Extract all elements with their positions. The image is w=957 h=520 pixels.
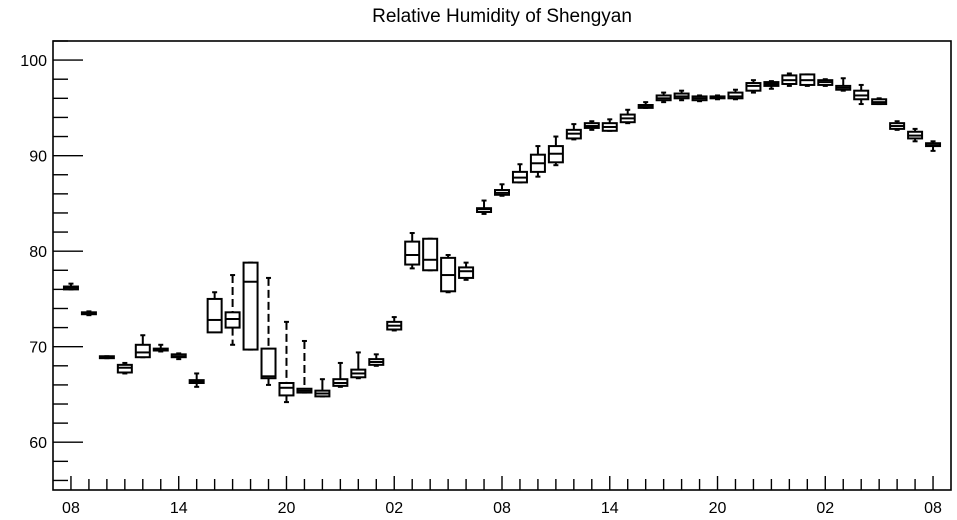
x-tick-label: 20 [278, 500, 296, 517]
x-tick-label: 14 [170, 500, 188, 517]
box-hour-30 [601, 118, 618, 132]
box-iqr [260, 347, 277, 380]
box-hour-26 [529, 145, 546, 178]
box-iqr [134, 343, 151, 359]
box-iqr [206, 297, 223, 334]
box-hour-11 [260, 276, 277, 386]
box-hour-47 [907, 127, 924, 143]
x-tick-label: 14 [601, 500, 619, 517]
box-hour-10 [242, 261, 259, 351]
y-axis: 60 70 80 90 100 [20, 40, 83, 482]
box-hour-22 [458, 261, 475, 281]
box-iqr [404, 240, 421, 266]
x-tick-label: 08 [62, 500, 80, 517]
box-series [62, 72, 942, 404]
plot-frame [52, 40, 952, 491]
box-hour-45 [871, 97, 888, 106]
y-tick-label: 100 [20, 53, 47, 70]
box-hour-38 [745, 79, 762, 94]
box-hour-2 [98, 355, 115, 360]
box-hour-31 [619, 108, 636, 125]
x-tick-label: 08 [493, 500, 511, 517]
box-hour-48 [925, 140, 942, 152]
box-hour-39 [763, 80, 780, 90]
box-hour-9 [224, 274, 241, 346]
box-hour-16 [350, 351, 367, 380]
box-hour-19 [404, 232, 421, 270]
box-hour-0 [62, 282, 79, 291]
chart-title: Relative Humidity of Shengyan [372, 6, 632, 27]
box-hour-33 [655, 91, 672, 104]
box-iqr [242, 261, 259, 351]
box-hour-17 [368, 353, 385, 367]
box-hour-40 [781, 72, 798, 87]
box-hour-4 [134, 334, 151, 359]
box-hour-6 [170, 352, 187, 361]
box-hour-29 [583, 120, 600, 131]
box-hour-35 [691, 94, 708, 103]
box-hour-25 [511, 163, 528, 184]
box-hour-5 [152, 343, 169, 353]
box-hour-20 [422, 237, 439, 272]
x-tick-label: 02 [816, 500, 834, 517]
box-hour-23 [476, 199, 493, 215]
box-hour-42 [817, 78, 834, 87]
box-iqr [458, 266, 475, 279]
y-tick-label: 90 [29, 149, 47, 166]
box-hour-13 [296, 339, 313, 394]
y-tick-label: 60 [29, 435, 47, 452]
box-hour-14 [314, 378, 331, 398]
box-hour-8 [206, 291, 223, 334]
box-hour-15 [332, 361, 349, 388]
box-hour-7 [188, 372, 205, 388]
box-hour-32 [637, 101, 654, 109]
box-hour-12 [278, 320, 295, 404]
box-hour-24 [494, 183, 510, 197]
x-axis: 08 14 20 02 08 14 20 02 08 [62, 476, 942, 517]
box-hour-44 [853, 83, 870, 106]
box-hour-37 [727, 88, 744, 101]
box-hour-43 [835, 77, 852, 92]
box-hour-18 [386, 316, 403, 332]
y-tick-label: 80 [29, 244, 47, 261]
box-hour-41 [799, 73, 816, 87]
box-hour-3 [116, 361, 133, 375]
box-hour-34 [673, 89, 690, 102]
x-tick-label: 20 [709, 500, 727, 517]
box-iqr [422, 237, 439, 272]
box-hour-1 [80, 310, 97, 317]
box-iqr [278, 382, 295, 397]
x-tick-label: 08 [924, 500, 942, 517]
box-hour-21 [440, 253, 457, 294]
box-hour-28 [565, 123, 582, 141]
x-tick-label: 02 [385, 500, 403, 517]
y-tick-label: 70 [29, 340, 47, 357]
box-hour-36 [709, 94, 726, 101]
box-hour-46 [889, 120, 906, 131]
box-hour-27 [547, 135, 564, 167]
